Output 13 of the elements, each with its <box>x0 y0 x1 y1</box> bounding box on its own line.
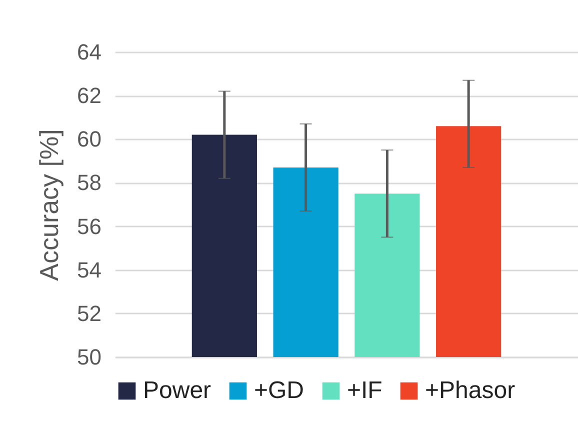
y-tick-label: 52 <box>77 300 102 326</box>
y-tick-label: 64 <box>77 40 102 64</box>
legend-label: Power <box>143 377 212 404</box>
y-tick-label: 62 <box>77 83 102 108</box>
y-tick-label: 56 <box>77 214 102 239</box>
legend-label: +Phasor <box>425 377 516 404</box>
y-axis-title: Accuracy [%] <box>34 129 64 281</box>
legend-label: +GD <box>254 377 304 404</box>
legend-label: +IF <box>347 377 382 404</box>
y-tick-label: 54 <box>77 257 102 282</box>
y-tick-label: 60 <box>77 126 102 152</box>
y-tick-label: 50 <box>77 344 102 370</box>
y-tick-label: 58 <box>77 170 102 196</box>
